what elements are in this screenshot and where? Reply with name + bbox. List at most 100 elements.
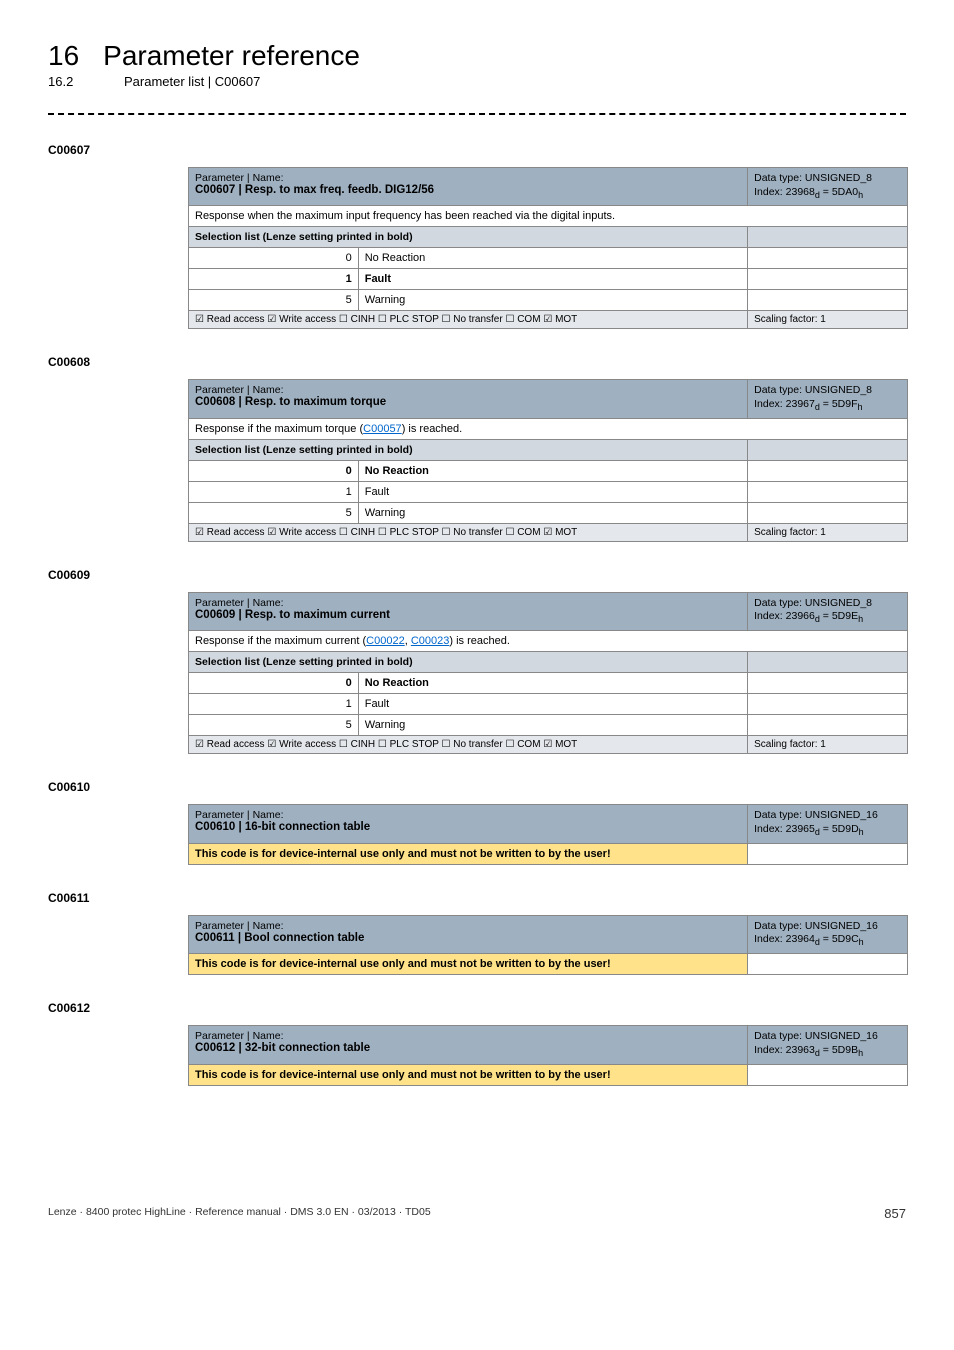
footer-left: Lenze · 8400 protec HighLine · Reference… bbox=[48, 1206, 431, 1221]
flags: ☑ Read access ☑ Write access ☐ CINH ☐ PL… bbox=[189, 311, 748, 329]
link-c00057[interactable]: C00057 bbox=[363, 423, 402, 435]
row-idx: 1 bbox=[189, 694, 359, 715]
param-meta-cell: Data type: UNSIGNED_16 Index: 23964d = 5… bbox=[748, 915, 908, 953]
page-footer: Lenze · 8400 protec HighLine · Reference… bbox=[48, 1206, 906, 1221]
empty-cell bbox=[748, 715, 908, 736]
param-name-label: Parameter | Name: bbox=[195, 920, 284, 932]
param-c00612: C00612 Parameter | Name: C00612 | 32-bit… bbox=[48, 1001, 906, 1085]
chapter-title: Parameter reference bbox=[103, 40, 360, 72]
empty-cell bbox=[748, 502, 908, 523]
page-number: 857 bbox=[884, 1206, 906, 1221]
param-desc: Response when the maximum input frequenc… bbox=[189, 206, 908, 227]
param-dtype: Data type: UNSIGNED_8 bbox=[754, 172, 872, 184]
scaling: Scaling factor: 1 bbox=[748, 311, 908, 329]
param-name-cell: Parameter | Name: C00612 | 32-bit connec… bbox=[189, 1026, 748, 1064]
empty-cell bbox=[748, 1064, 908, 1085]
param-dtype: Data type: UNSIGNED_16 bbox=[754, 1030, 878, 1042]
link-c00023[interactable]: C00023 bbox=[411, 635, 450, 647]
section-number: 16.2 bbox=[48, 74, 100, 89]
param-desc: Response if the maximum current (C00022,… bbox=[189, 631, 908, 652]
param-name-cell: Parameter | Name: C00607 | Resp. to max … bbox=[189, 168, 748, 206]
param-name-cell: Parameter | Name: C00609 | Resp. to maxi… bbox=[189, 592, 748, 630]
empty-cell bbox=[748, 248, 908, 269]
param-table: Parameter | Name: C00612 | 32-bit connec… bbox=[188, 1025, 908, 1085]
empty-cell bbox=[748, 843, 908, 864]
param-dtype: Data type: UNSIGNED_16 bbox=[754, 920, 878, 932]
param-c00609: C00609 Parameter | Name: C00609 | Resp. … bbox=[48, 568, 906, 754]
param-table: Parameter | Name: C00608 | Resp. to maxi… bbox=[188, 379, 908, 541]
row-idx: 1 bbox=[189, 269, 359, 290]
param-c00608: C00608 Parameter | Name: C00608 | Resp. … bbox=[48, 355, 906, 541]
row-idx: 5 bbox=[189, 502, 359, 523]
param-c00610: C00610 Parameter | Name: C00610 | 16-bit… bbox=[48, 780, 906, 864]
param-meta-cell: Data type: UNSIGNED_16 Index: 23963d = 5… bbox=[748, 1026, 908, 1064]
param-name: C00610 | 16-bit connection table bbox=[195, 821, 370, 833]
empty-cell bbox=[748, 290, 908, 311]
flags: ☑ Read access ☑ Write access ☐ CINH ☐ PL… bbox=[189, 523, 748, 541]
selection-header: Selection list (Lenze setting printed in… bbox=[189, 227, 748, 248]
param-table: Parameter | Name: C00607 | Resp. to max … bbox=[188, 167, 908, 329]
param-name-label: Parameter | Name: bbox=[195, 1030, 284, 1042]
row-val: No Reaction bbox=[358, 460, 747, 481]
warn-text: This code is for device-internal use onl… bbox=[189, 954, 748, 975]
row-val: No Reaction bbox=[358, 248, 747, 269]
param-c00607: C00607 Parameter | Name: C00607 | Resp. … bbox=[48, 143, 906, 329]
param-index: Index: 23966d = 5D9Eh bbox=[754, 610, 863, 622]
chapter-header: 16 Parameter reference bbox=[48, 40, 906, 72]
warn-text: This code is for device-internal use onl… bbox=[189, 1064, 748, 1085]
param-anchor: C00609 bbox=[48, 568, 906, 582]
row-idx: 5 bbox=[189, 715, 359, 736]
param-index: Index: 23967d = 5D9Fh bbox=[754, 398, 862, 410]
row-idx: 0 bbox=[189, 460, 359, 481]
param-name-label: Parameter | Name: bbox=[195, 384, 284, 396]
selection-header: Selection list (Lenze setting printed in… bbox=[189, 652, 748, 673]
row-idx: 0 bbox=[189, 248, 359, 269]
param-name: C00608 | Resp. to maximum torque bbox=[195, 396, 386, 408]
param-index: Index: 23968d = 5DA0h bbox=[754, 186, 863, 198]
chapter-number: 16 bbox=[48, 40, 79, 72]
param-table: Parameter | Name: C00611 | Bool connecti… bbox=[188, 915, 908, 975]
param-name-label: Parameter | Name: bbox=[195, 809, 284, 821]
param-anchor: C00607 bbox=[48, 143, 906, 157]
section-header: 16.2 Parameter list | C00607 bbox=[48, 74, 906, 89]
scaling: Scaling factor: 1 bbox=[748, 736, 908, 754]
empty-cell bbox=[748, 673, 908, 694]
section-title: Parameter list | C00607 bbox=[124, 74, 260, 89]
row-val: Warning bbox=[358, 502, 747, 523]
param-meta-cell: Data type: UNSIGNED_8 Index: 23967d = 5D… bbox=[748, 380, 908, 418]
empty-cell bbox=[748, 439, 908, 460]
param-name: C00609 | Resp. to maximum current bbox=[195, 609, 390, 621]
row-val: Fault bbox=[358, 481, 747, 502]
param-name: C00607 | Resp. to max freq. feedb. DIG12… bbox=[195, 184, 434, 196]
param-name-label: Parameter | Name: bbox=[195, 172, 284, 184]
divider bbox=[48, 113, 906, 115]
param-anchor: C00610 bbox=[48, 780, 906, 794]
scaling: Scaling factor: 1 bbox=[748, 523, 908, 541]
param-name-cell: Parameter | Name: C00611 | Bool connecti… bbox=[189, 915, 748, 953]
param-table: Parameter | Name: C00609 | Resp. to maxi… bbox=[188, 592, 908, 754]
link-c00022[interactable]: C00022 bbox=[366, 635, 405, 647]
param-meta-cell: Data type: UNSIGNED_8 Index: 23968d = 5D… bbox=[748, 168, 908, 206]
empty-cell bbox=[748, 652, 908, 673]
param-name: C00612 | 32-bit connection table bbox=[195, 1042, 370, 1054]
param-anchor: C00612 bbox=[48, 1001, 906, 1015]
warn-text: This code is for device-internal use onl… bbox=[189, 843, 748, 864]
param-index: Index: 23965d = 5D9Dh bbox=[754, 823, 864, 835]
empty-cell bbox=[748, 481, 908, 502]
param-c00611: C00611 Parameter | Name: C00611 | Bool c… bbox=[48, 891, 906, 975]
param-anchor: C00611 bbox=[48, 891, 906, 905]
param-table: Parameter | Name: C00610 | 16-bit connec… bbox=[188, 804, 908, 864]
row-idx: 1 bbox=[189, 481, 359, 502]
row-val: Warning bbox=[358, 715, 747, 736]
param-anchor: C00608 bbox=[48, 355, 906, 369]
param-meta-cell: Data type: UNSIGNED_8 Index: 23966d = 5D… bbox=[748, 592, 908, 630]
row-idx: 0 bbox=[189, 673, 359, 694]
row-val: Warning bbox=[358, 290, 747, 311]
empty-cell bbox=[748, 694, 908, 715]
row-idx: 5 bbox=[189, 290, 359, 311]
param-index: Index: 23964d = 5D9Ch bbox=[754, 933, 864, 945]
param-meta-cell: Data type: UNSIGNED_16 Index: 23965d = 5… bbox=[748, 805, 908, 843]
param-index: Index: 23963d = 5D9Bh bbox=[754, 1044, 863, 1056]
empty-cell bbox=[748, 954, 908, 975]
param-dtype: Data type: UNSIGNED_16 bbox=[754, 809, 878, 821]
